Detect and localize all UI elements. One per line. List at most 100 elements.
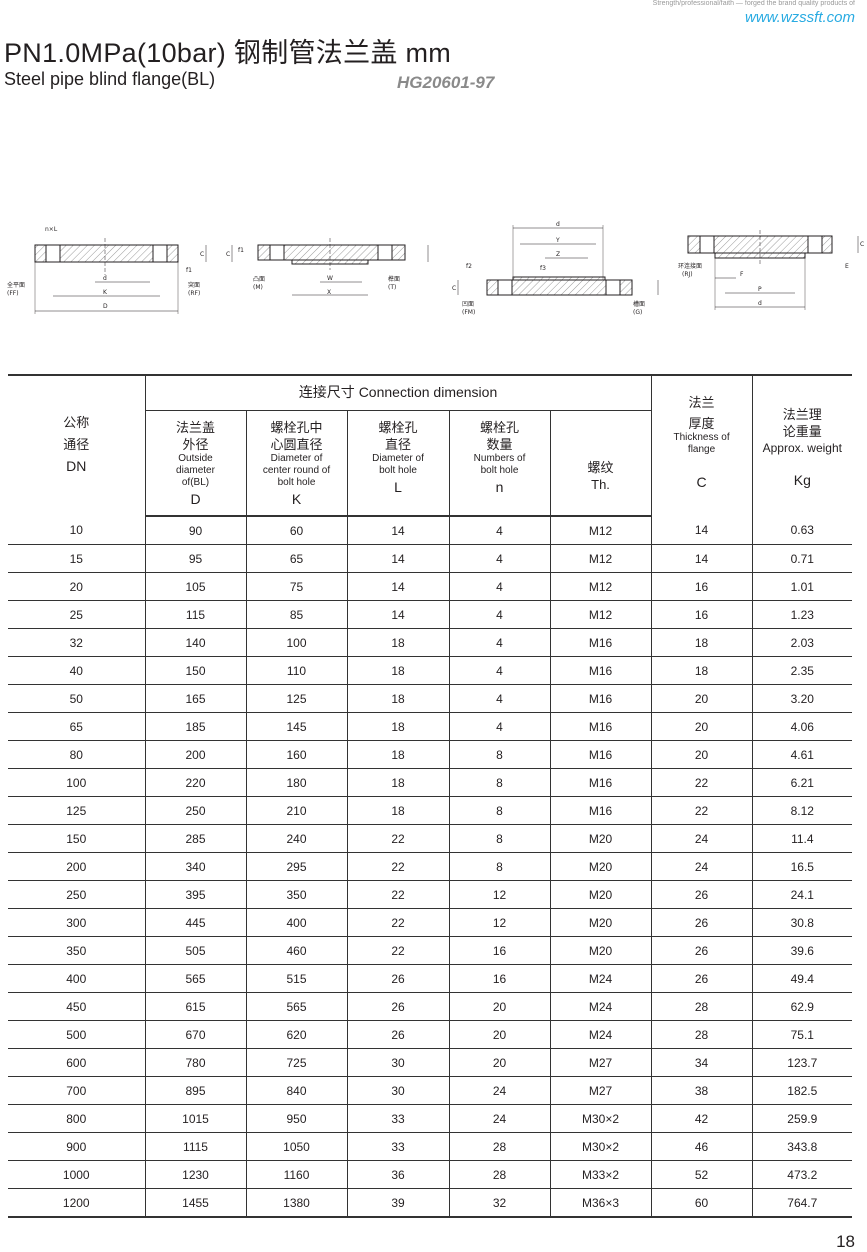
cell-k: 145 (245, 712, 348, 741)
cell-thread: M27 (549, 1048, 652, 1077)
table-row: 150 285 240 22 8 M20 24 11.4 (8, 824, 853, 853)
cell-dn: 500 (8, 1020, 146, 1049)
cell-k: 1050 (245, 1132, 348, 1161)
cell-weight: 49.4 (751, 964, 853, 993)
label-c: C (226, 251, 230, 258)
label-m-en: (M) (253, 284, 263, 291)
cell-dn: 125 (8, 796, 146, 825)
page-title: PN1.0MPa(10bar) 钢制管法兰盖 mm (4, 38, 452, 68)
cell-k: 110 (245, 656, 348, 685)
cell-weight: 3.20 (751, 684, 853, 713)
cell-weight: 11.4 (751, 824, 853, 853)
cell-n: 24 (448, 1076, 551, 1105)
table-row: 1000 1230 1160 36 28 M33×2 52 473.2 (8, 1160, 853, 1189)
table-row: 300 445 400 22 12 M20 26 30.8 (8, 908, 853, 937)
cell-dn: 25 (8, 600, 146, 629)
cell-l: 30 (346, 1076, 450, 1105)
table-row: 600 780 725 30 20 M27 34 123.7 (8, 1048, 853, 1077)
cell-thread: M16 (549, 684, 652, 713)
cell-n: 20 (448, 1020, 551, 1049)
cell-thread: M12 (549, 544, 652, 573)
cell-c: 24 (650, 824, 753, 853)
cell-weight: 4.61 (751, 740, 853, 769)
table-row: 400 565 515 26 16 M24 26 49.4 (8, 964, 853, 993)
page-subtitle: Steel pipe blind flange(BL) (4, 69, 216, 89)
cell-c: 26 (650, 908, 753, 937)
cell-thread: M33×2 (549, 1160, 652, 1189)
table-row: 32 140 100 18 4 M16 18 2.03 (8, 628, 853, 657)
label-fm-en: (FM) (462, 309, 475, 316)
label-e: E (845, 263, 849, 270)
cell-c: 28 (650, 992, 753, 1021)
cell-d: 445 (144, 908, 247, 937)
cell-weight: 2.35 (751, 656, 853, 685)
cell-dn: 800 (8, 1104, 146, 1133)
cell-thread: M12 (549, 572, 652, 601)
cell-dn: 10 (8, 516, 146, 545)
cell-l: 22 (346, 936, 450, 965)
cell-c: 14 (650, 544, 753, 573)
cell-c: 42 (650, 1104, 753, 1133)
table-row: 65 185 145 18 4 M16 20 4.06 (8, 712, 853, 741)
cell-thread: M20 (549, 880, 652, 909)
label-ff-en: (FF) (7, 290, 19, 297)
cell-d: 150 (144, 656, 247, 685)
website-link[interactable]: www.wzssft.com (744, 9, 855, 26)
table-row: 25 115 85 14 4 M12 16 1.23 (8, 600, 853, 629)
cell-l: 39 (346, 1188, 450, 1218)
cell-c: 16 (650, 600, 753, 629)
cell-weight: 16.5 (751, 852, 853, 881)
cell-n: 16 (448, 936, 551, 965)
cell-d: 95 (144, 544, 247, 573)
cell-d: 780 (144, 1048, 247, 1077)
cell-l: 14 (346, 572, 450, 601)
cell-weight: 0.71 (751, 544, 853, 573)
cell-dn: 80 (8, 740, 146, 769)
cell-c: 38 (650, 1076, 753, 1105)
cell-weight: 764.7 (751, 1188, 853, 1218)
label-f1: f1 (186, 267, 192, 274)
cell-n: 4 (448, 544, 551, 573)
label-z: Z (556, 251, 560, 258)
diagram-m-t (231, 238, 429, 296)
cell-l: 18 (346, 628, 450, 657)
cell-d: 285 (144, 824, 247, 853)
cell-dn: 1200 (8, 1188, 146, 1218)
cell-weight: 24.1 (751, 880, 853, 909)
cell-dn: 450 (8, 992, 146, 1021)
cell-n: 20 (448, 992, 551, 1021)
cell-n: 8 (448, 796, 551, 825)
cell-dn: 20 (8, 572, 146, 601)
cell-l: 26 (346, 964, 450, 993)
label-f1: f1 (238, 247, 244, 254)
label-w: W (327, 275, 333, 282)
table-row: 125 250 210 18 8 M16 22 8.12 (8, 796, 853, 825)
cell-dn: 32 (8, 628, 146, 657)
label-d: d (758, 300, 762, 307)
table-row: 10 90 60 14 4 M12 14 0.63 (8, 516, 853, 545)
slogan: Strength/professional/faith — forged the… (652, 0, 855, 7)
cell-thread: M12 (549, 516, 652, 545)
cell-dn: 15 (8, 544, 146, 573)
cell-l: 18 (346, 684, 450, 713)
cell-weight: 30.8 (751, 908, 853, 937)
cell-l: 14 (346, 600, 450, 629)
table-row: 15 95 65 14 4 M12 14 0.71 (8, 544, 853, 573)
table-row: 800 1015 950 33 24 M30×2 42 259.9 (8, 1104, 853, 1133)
header-connection: 连接尺寸 Connection dimension (144, 374, 652, 411)
cell-thread: M16 (549, 768, 652, 797)
cell-l: 22 (346, 908, 450, 937)
label-D: D (103, 303, 108, 310)
label-fm-cn: 凹面 (462, 301, 474, 308)
cell-c: 14 (650, 516, 753, 545)
cell-weight: 1.01 (751, 572, 853, 601)
cell-k: 125 (245, 684, 348, 713)
cell-k: 60 (245, 516, 348, 545)
cell-l: 14 (346, 544, 450, 573)
cell-k: 1380 (245, 1188, 348, 1218)
cell-k: 515 (245, 964, 348, 993)
label-y: Y (555, 237, 560, 244)
cell-k: 75 (245, 572, 348, 601)
cell-n: 24 (448, 1104, 551, 1133)
cell-l: 18 (346, 712, 450, 741)
